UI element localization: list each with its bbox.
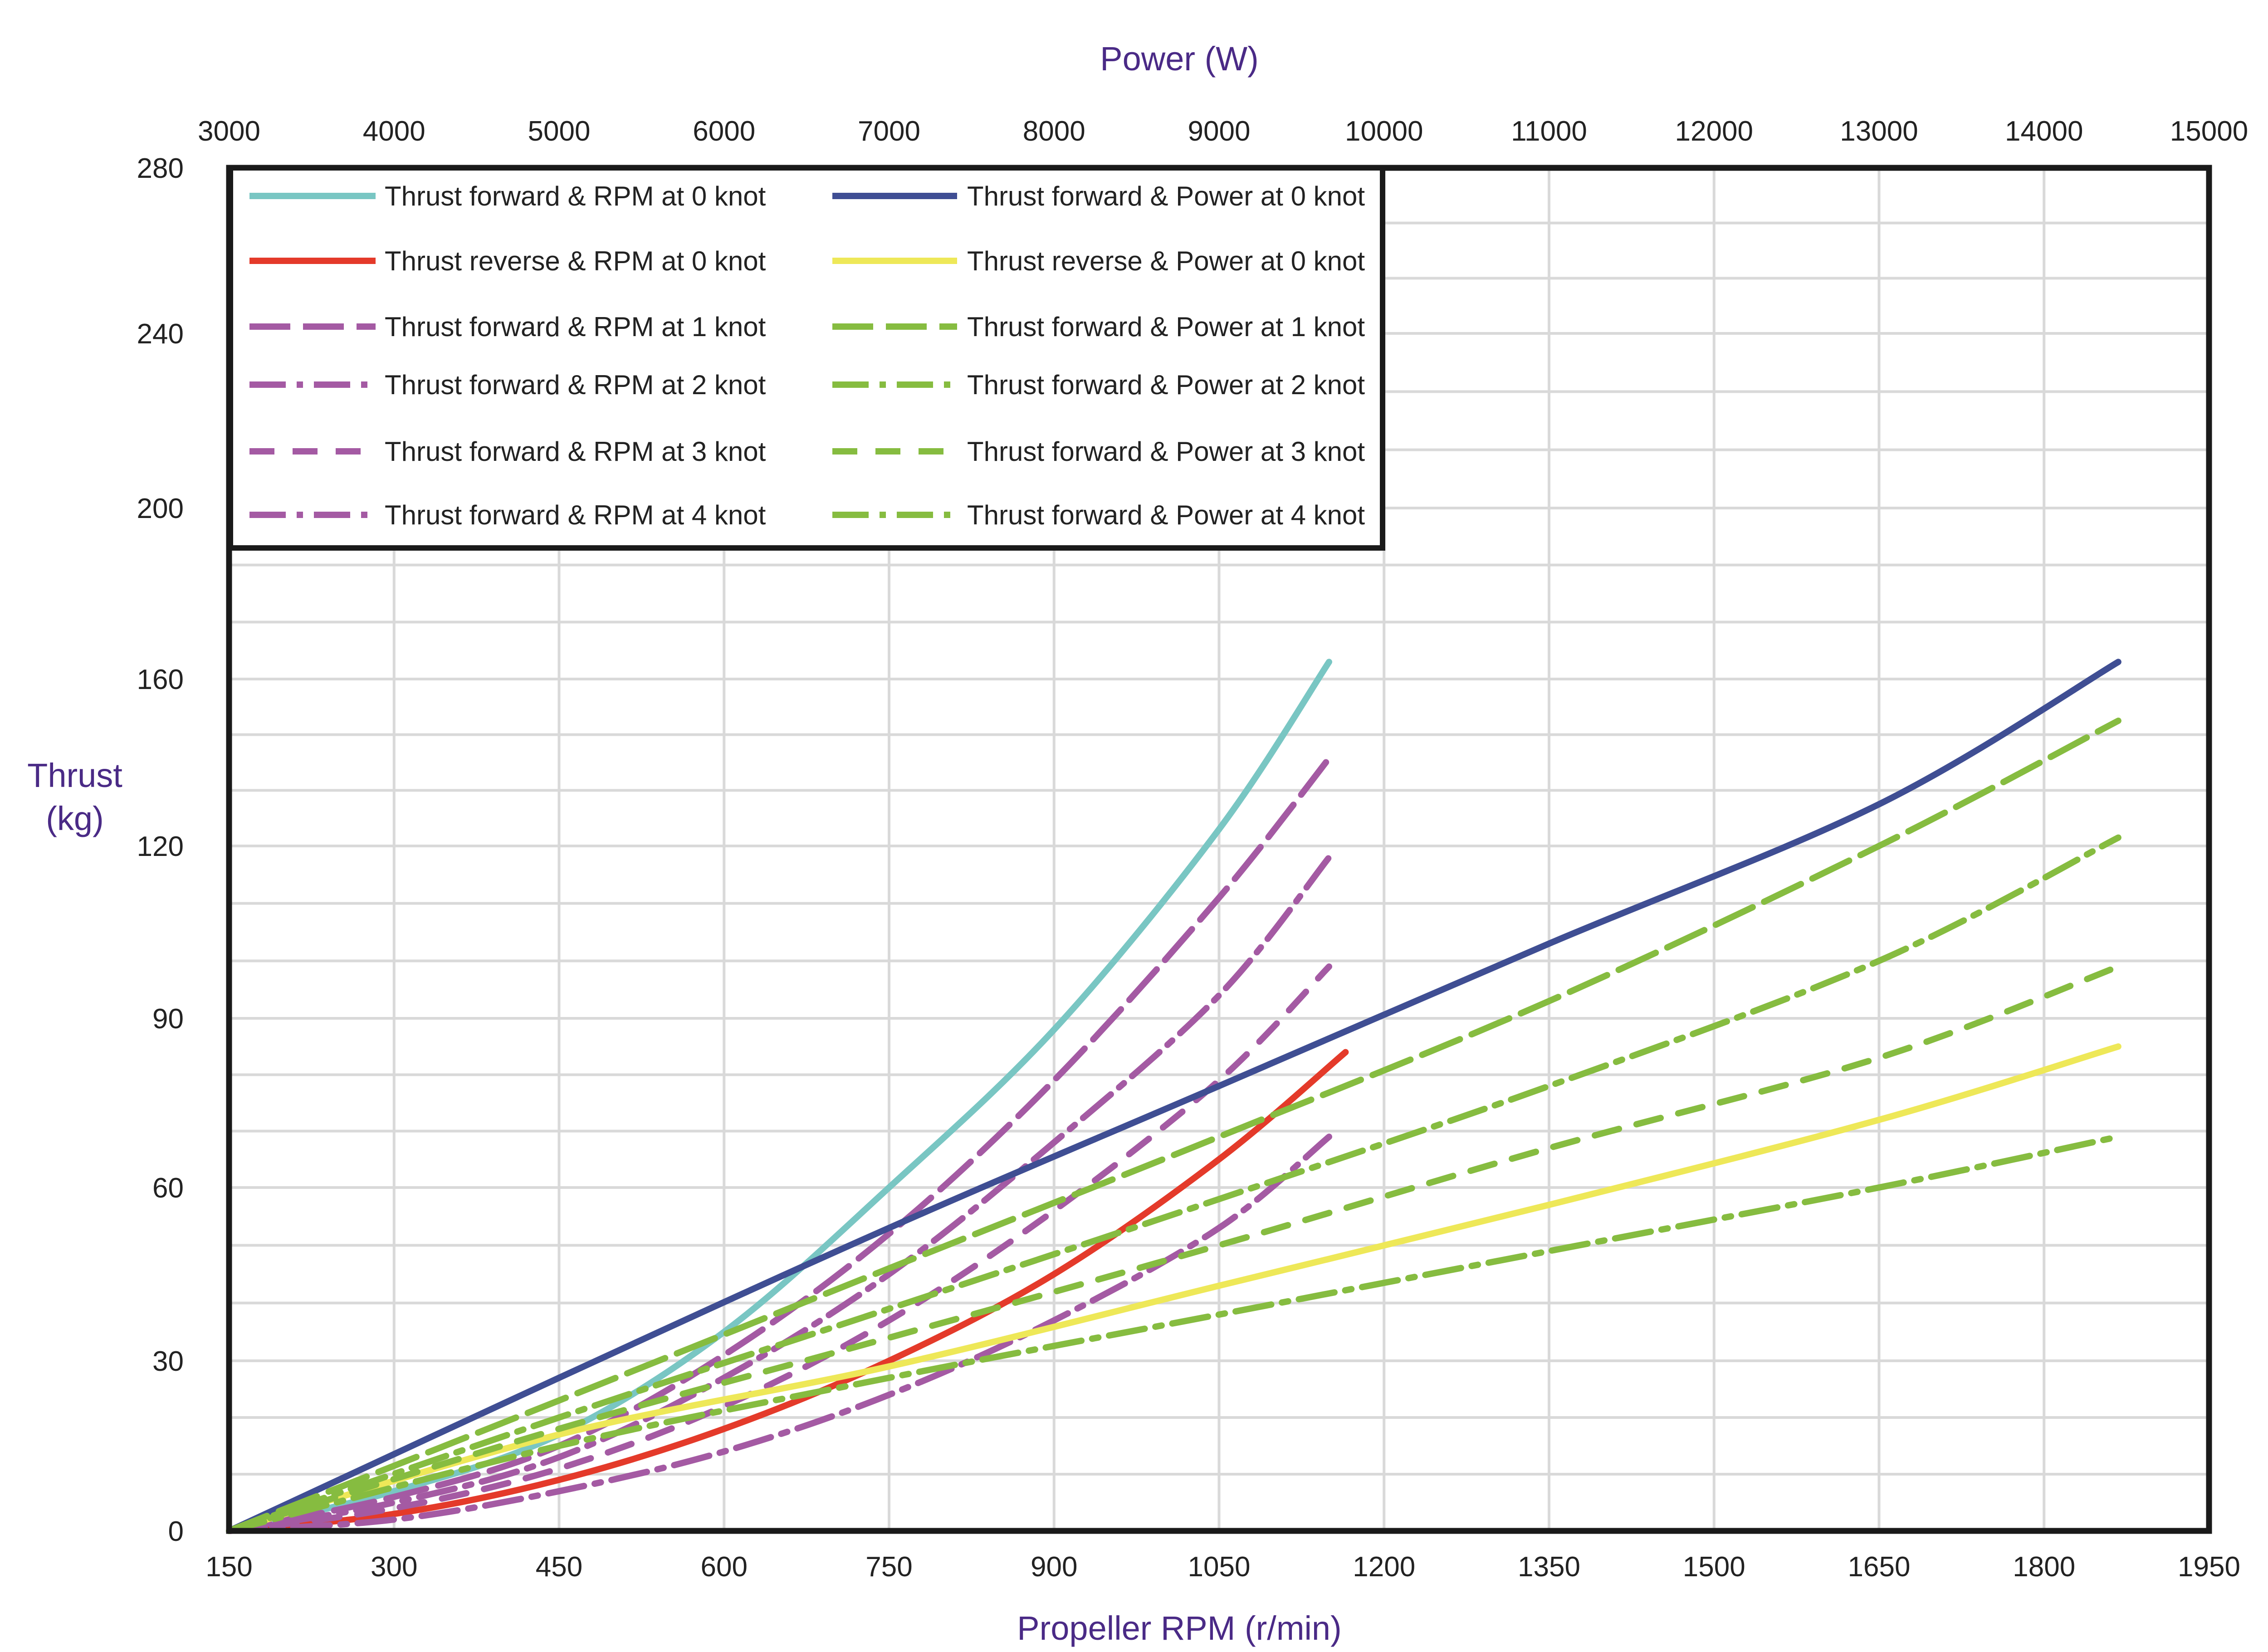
top-tick-label: 6000: [693, 116, 755, 147]
series-line-7: [226, 659, 2121, 1534]
y-tick-label: 0: [168, 1516, 184, 1547]
bottom-tick-label: 1500: [1683, 1551, 1745, 1583]
y-tick-label: 240: [137, 318, 184, 350]
legend-label: Thrust forward & RPM at 4 knot: [385, 500, 766, 530]
top-tick-label: 14000: [2005, 116, 2083, 147]
series-line-10: [226, 834, 2121, 1534]
top-tick-label: 7000: [858, 116, 920, 147]
bottom-tick-label: 1650: [1848, 1551, 1911, 1583]
top-tick-label: 10000: [1345, 116, 1423, 147]
legend-label: Thrust forward & Power at 4 knot: [967, 500, 1365, 530]
y-axis-ticks: 0 30 60 90 120 160 200 240 280: [137, 153, 184, 1547]
series-line-5: [226, 963, 1332, 1534]
bottom-tick-label: 1950: [2178, 1551, 2240, 1583]
legend-label: Thrust reverse & RPM at 0 knot: [385, 246, 766, 276]
top-tick-label: 8000: [1023, 116, 1085, 147]
bottom-tick-label: 1350: [1518, 1551, 1580, 1583]
series-line-3: [226, 755, 1332, 1534]
legend-label: Thrust forward & RPM at 3 knot: [385, 436, 766, 467]
bottom-tick-label: 450: [536, 1551, 582, 1583]
y-tick-label: 90: [152, 1003, 184, 1035]
y-axis-title-line2: (kg): [46, 800, 103, 837]
bottom-tick-label: 900: [1031, 1551, 1077, 1583]
legend-label: Thrust forward & RPM at 0 knot: [385, 181, 766, 211]
top-axis-ticks: 3000 4000 5000 6000 7000 8000 9000 10000 11000 12…: [198, 116, 2248, 147]
y-tick-label: 280: [137, 153, 184, 184]
legend-label: Thrust forward & RPM at 2 knot: [385, 370, 766, 400]
legend-label: Thrust forward & Power at 0 knot: [967, 181, 1365, 211]
legend-label: Thrust forward & Power at 3 knot: [967, 436, 1365, 467]
bottom-axis-title: Propeller RPM (r/min): [1017, 1609, 1341, 1647]
y-tick-label: 30: [152, 1346, 184, 1377]
y-axis-title-line1: Thrust: [27, 757, 122, 794]
bottom-axis-ticks: 150 300 450 600 750 900 1050 1200 1350 1500 1650 18…: [205, 1551, 2240, 1583]
bottom-tick-label: 1050: [1188, 1551, 1251, 1583]
legend-box: [228, 165, 1385, 551]
top-tick-label: 4000: [363, 116, 425, 147]
bottom-tick-label: 1200: [1353, 1551, 1415, 1583]
y-tick-label: 160: [137, 664, 184, 695]
y-tick-label: 60: [152, 1173, 184, 1204]
y-tick-label: 120: [137, 831, 184, 862]
top-tick-label: 3000: [198, 116, 260, 147]
bottom-tick-label: 750: [865, 1551, 912, 1583]
series-line-12: [226, 1134, 2121, 1534]
series-lines: [226, 659, 2121, 1534]
legend: Thrust forward & RPM at 0 knot Thrust rev…: [228, 165, 1385, 551]
y-tick-label: 200: [137, 493, 184, 524]
bottom-tick-label: 300: [371, 1551, 417, 1583]
series-line-4: [226, 854, 1332, 1534]
top-tick-label: 12000: [1675, 116, 1753, 147]
bottom-tick-label: 600: [701, 1551, 748, 1583]
legend-label: Thrust forward & Power at 1 knot: [967, 312, 1365, 342]
bottom-tick-label: 150: [205, 1551, 252, 1583]
legend-label: Thrust forward & RPM at 1 knot: [385, 312, 766, 342]
top-tick-label: 13000: [1840, 116, 1918, 147]
top-tick-label: 5000: [528, 116, 591, 147]
top-tick-label: 15000: [2170, 116, 2248, 147]
series-line-11: [226, 963, 2121, 1534]
top-tick-label: 9000: [1188, 116, 1251, 147]
top-tick-label: 11000: [1511, 116, 1587, 147]
top-axis-title: Power (W): [1100, 40, 1258, 78]
bottom-tick-label: 1800: [2013, 1551, 2075, 1583]
legend-label: Thrust reverse & Power at 0 knot: [967, 246, 1365, 276]
series-line-9: [226, 718, 2121, 1534]
legend-label: Thrust forward & Power at 2 knot: [967, 370, 1365, 400]
series-line-8: [226, 1043, 2121, 1534]
series-line-6: [226, 1134, 1332, 1534]
